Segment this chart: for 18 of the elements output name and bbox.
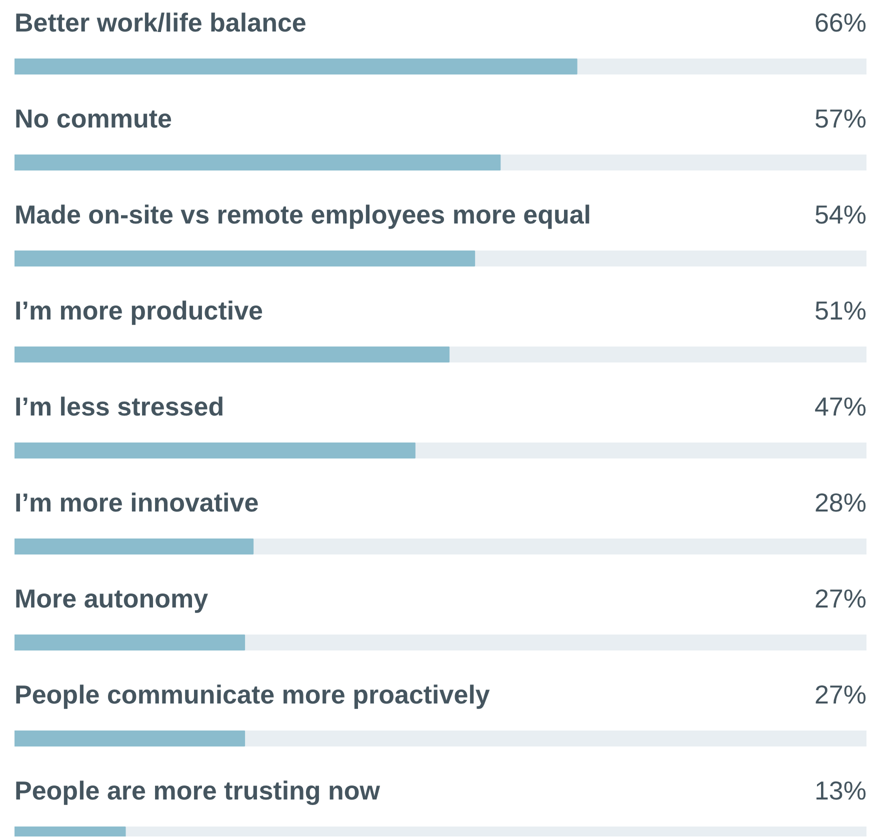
y-tick-label: Made on-site vs remote employees more equal <box>14 200 592 230</box>
data-label: 47% <box>814 392 867 422</box>
y-tick-label: I’m more productive <box>14 296 263 326</box>
data-label: 54% <box>814 200 867 230</box>
data-label: 51% <box>814 296 867 326</box>
data-label: 28% <box>814 488 867 518</box>
y-tick-label: Better work/life balance <box>14 8 306 38</box>
y-tick-label: I’m less stressed <box>14 392 224 422</box>
data-label: 57% <box>814 104 867 134</box>
y-tick-label: People are more trusting now <box>14 776 381 806</box>
y-tick-label: I’m more innovative <box>14 488 259 518</box>
y-tick-label: No commute <box>14 104 172 134</box>
y-tick-label: People communicate more proactively <box>14 680 490 710</box>
data-label: 27% <box>814 584 867 614</box>
data-label: 66% <box>814 8 867 38</box>
y-tick-label: More autonomy <box>14 584 209 614</box>
data-label: 13% <box>814 776 867 806</box>
data-label: 27% <box>814 680 867 710</box>
